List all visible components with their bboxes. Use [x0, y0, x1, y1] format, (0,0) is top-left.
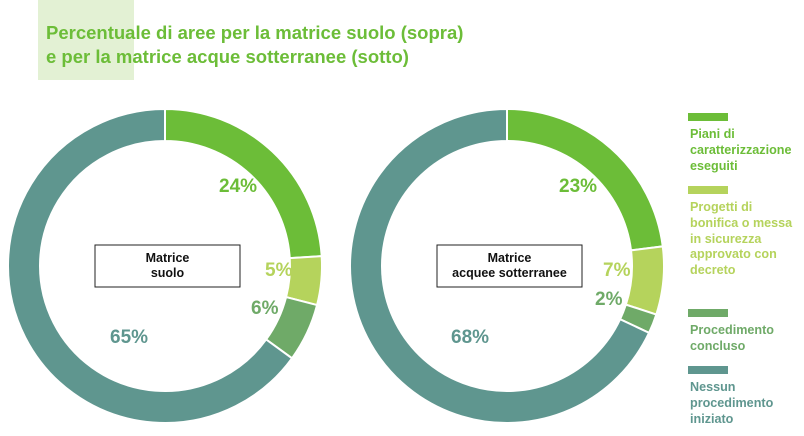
donut-2-center-label-line-1: Matrice: [488, 251, 532, 265]
donut-1-data-label-3: 6%: [251, 298, 279, 319]
legend-label-3: Procedimento concluso: [690, 323, 774, 353]
donut-2-slice-4: [349, 107, 651, 424]
donut-2-data-label-1: 23%: [559, 176, 597, 197]
donut-1-data-label-4: 65%: [110, 327, 148, 348]
title-accent-box: [38, 0, 134, 80]
donut-1-data-label-2: 5%: [265, 260, 293, 281]
donut-2-center-label-line-2: acquee sotterranee: [452, 266, 567, 280]
legend-swatch-3: [688, 309, 728, 317]
donut-1-center-label-line-1: Matrice: [146, 251, 190, 265]
legend-label-2: Progetti di bonifica o messa in sicurezz…: [690, 200, 793, 278]
donut-2-data-label-4: 68%: [451, 327, 489, 348]
legend-swatch-1: [688, 113, 728, 121]
donut-2-data-label-2: 7%: [603, 260, 631, 281]
chart-title: Percentuale di aree per la matrice suolo…: [46, 21, 463, 69]
donut-2-slice-2: [624, 245, 665, 316]
donut-1-slice-4: [7, 107, 294, 424]
legend-swatch-2: [688, 186, 728, 194]
legend-label-4: Nessun procedimento iniziato: [690, 380, 774, 426]
chart-title-line-2: e per la matrice acque sotterranee (sott…: [46, 46, 409, 67]
donut-1-center-box: [94, 244, 241, 288]
donut-2-center-box: [436, 244, 583, 288]
donut-2-data-label-3: 2%: [595, 289, 623, 310]
legend-swatch-4: [688, 366, 728, 374]
donut-1-data-label-1: 24%: [219, 176, 257, 197]
donut-1-center-label-line-2: suolo: [151, 266, 185, 280]
chart-title-line-1: Percentuale di aree per la matrice suolo…: [46, 22, 464, 43]
legend-label-1: Piani di caratterizzazione eseguiti: [690, 127, 792, 173]
